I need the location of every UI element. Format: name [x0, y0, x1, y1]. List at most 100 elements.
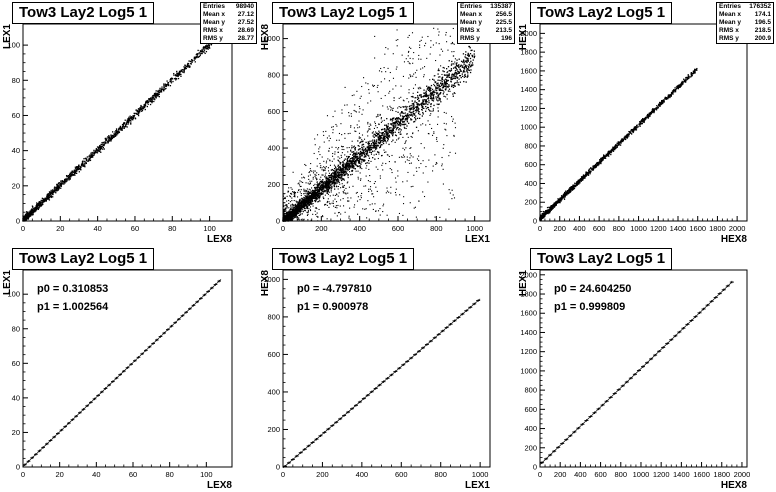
chart-1-point: [37, 207, 39, 209]
chart-1-point: [200, 52, 203, 54]
chart-2-point: [384, 95, 386, 97]
chart-2-point: [366, 149, 368, 151]
chart-2-point: [334, 165, 336, 167]
chart-2-point: [411, 100, 413, 102]
chart-1-point: [119, 126, 122, 128]
chart-1-point: [180, 75, 182, 77]
chart-2-point: [338, 211, 340, 214]
chart-1-point: [144, 104, 146, 106]
chart-2-point: [449, 90, 451, 92]
chart-2-point: [379, 214, 381, 216]
chart-2-point: [464, 65, 466, 68]
chart-2-point: [290, 205, 292, 207]
chart-2-point: [345, 168, 347, 171]
chart-2-point: [450, 76, 452, 79]
chart-2-point: [420, 94, 422, 96]
chart-2-point: [452, 118, 454, 120]
chart-2-point: [345, 187, 347, 190]
chart-2-point: [318, 208, 320, 211]
chart-1-stats-row: RMS x 28.69: [201, 27, 256, 35]
chart-2-point: [390, 123, 393, 125]
chart-1-point: [69, 178, 71, 180]
chart-1-stats-row: RMS y 28.77: [201, 35, 256, 43]
chart-2-point: [311, 203, 313, 205]
chart-2-point: [376, 127, 378, 129]
chart-2-point: [374, 150, 376, 152]
chart-2-point: [285, 215, 287, 217]
chart-2-point: [423, 103, 425, 106]
chart-2-point: [342, 167, 344, 169]
chart-2-point: [300, 192, 302, 195]
chart-1-point: [89, 159, 92, 161]
chart-2-point: [328, 175, 331, 177]
chart-2-point: [329, 202, 331, 205]
chart-2-point: [286, 195, 288, 197]
chart-2-point: [350, 150, 352, 152]
chart-2-point: [365, 208, 367, 210]
chart-2-point: [394, 131, 396, 133]
chart-1-point: [105, 142, 107, 144]
chart-1-point: [107, 140, 109, 142]
chart-2-point: [347, 177, 349, 179]
chart-2-point: [330, 181, 332, 183]
chart-2-point: [460, 64, 462, 66]
chart-1-point: [159, 87, 161, 90]
chart-2-point: [359, 155, 361, 157]
chart-2-point: [340, 171, 343, 174]
chart-2-point: [288, 199, 290, 202]
chart-2-point: [430, 103, 432, 106]
chart-2-point: [410, 75, 412, 77]
chart-2-point: [433, 84, 436, 87]
chart-1-point: [104, 142, 106, 144]
chart-2-point: [341, 173, 343, 175]
chart-2-point: [412, 111, 414, 113]
chart-1-point: [133, 114, 136, 117]
chart-2-point: [452, 27, 454, 30]
chart-2-x-tick-label: 800: [430, 224, 443, 233]
chart-2-point: [322, 184, 324, 186]
chart-2-point: [379, 113, 381, 116]
chart-2-point: [318, 188, 320, 190]
chart-2-point: [329, 178, 331, 181]
chart-2-point: [430, 113, 432, 115]
chart-1-point: [89, 154, 91, 156]
chart-2-point: [293, 191, 295, 193]
chart-1-stats-value: 27.12: [237, 11, 254, 18]
chart-2-point: [295, 213, 297, 215]
chart-2-point: [296, 216, 298, 218]
chart-2-point: [342, 198, 344, 200]
chart-2-point: [318, 195, 320, 197]
chart-1-point: [146, 100, 148, 102]
chart-2-point: [334, 174, 336, 176]
chart-2-point: [385, 136, 388, 139]
chart-2-point: [399, 124, 401, 126]
chart-2-point: [369, 128, 371, 130]
chart-2-point: [410, 135, 412, 138]
chart-2-point: [337, 171, 339, 173]
chart-2-point: [417, 107, 419, 109]
chart-2-point: [451, 41, 454, 44]
chart-2-point: [430, 103, 432, 105]
chart-1-point: [128, 118, 131, 121]
chart-2-point: [409, 63, 411, 65]
chart-1-point: [41, 202, 43, 205]
chart-2-point: [354, 147, 356, 150]
chart-2-point: [453, 67, 455, 69]
chart-2-point: [325, 188, 327, 190]
chart-2-point: [358, 137, 360, 139]
chart-2-point: [352, 154, 354, 156]
chart-2-point: [363, 159, 365, 161]
chart-1-point: [99, 145, 102, 148]
chart-1-point: [108, 138, 111, 140]
chart-2-point: [315, 207, 317, 209]
chart-2-point: [321, 180, 323, 183]
chart-2-point: [283, 202, 285, 204]
chart-1-point: [27, 218, 30, 220]
chart-2-point: [392, 126, 395, 128]
chart-1-point: [144, 108, 146, 111]
chart-2-point: [328, 172, 330, 174]
chart-2-point: [343, 174, 345, 176]
chart-2-point: [404, 142, 406, 145]
chart-2-point: [352, 162, 354, 165]
chart-2-point: [298, 207, 300, 209]
